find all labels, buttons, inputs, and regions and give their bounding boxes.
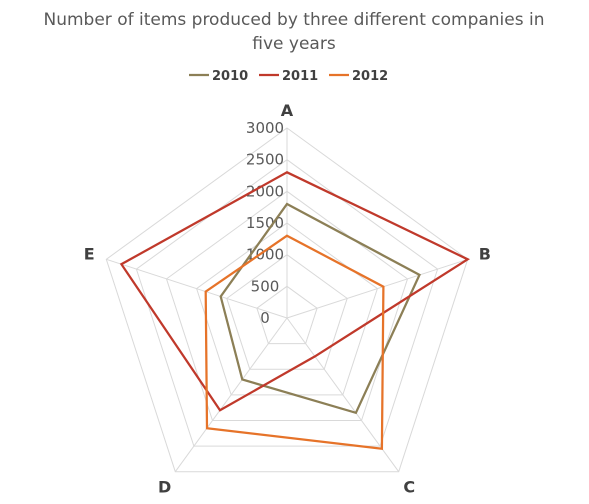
legend-label-2011: 2011 (282, 69, 318, 84)
tick-label-2000: 2000 (246, 182, 284, 200)
category-label-C: C (403, 477, 415, 496)
legend-label-2010: 2010 (212, 69, 248, 84)
category-label-E: E (84, 245, 95, 264)
legend: 2010 2011 2012 (189, 69, 388, 84)
grid-ring-500 (256, 285, 318, 345)
grid-ring-2500 (135, 159, 439, 447)
category-label-D: D (158, 477, 171, 496)
data-series (119, 171, 471, 450)
chart-title-line-1: Number of items produced by three differ… (44, 10, 545, 30)
grid-ring-1500 (196, 222, 378, 396)
category-label-B: B (479, 245, 491, 264)
spoke-C (286, 317, 400, 472)
chart-title-line-2: five years (252, 34, 336, 54)
grid-ring-1000 (226, 254, 348, 370)
radial-axis-ticks: 0 500 1000 1500 2000 2500 3000 (246, 119, 284, 327)
category-label-A: A (281, 101, 294, 120)
spoke-B (286, 258, 468, 319)
tick-label-1500: 1500 (246, 214, 284, 232)
grid-ring-2000 (165, 190, 409, 421)
tick-label-500: 500 (251, 277, 280, 295)
spoke-D (174, 317, 288, 472)
category-labels: A B C D E (84, 101, 491, 496)
grid-ring-3000 (105, 127, 469, 473)
tick-label-0: 0 (260, 309, 270, 327)
series-2011-line (119, 171, 471, 412)
legend-label-2012: 2012 (352, 69, 388, 84)
series-2010-line (219, 202, 421, 415)
radar-grid (105, 127, 469, 473)
series-2012-line (204, 234, 385, 450)
spoke-E (106, 258, 288, 319)
tick-label-2500: 2500 (246, 151, 284, 169)
tick-label-3000: 3000 (246, 119, 284, 137)
tick-label-1000: 1000 (246, 246, 284, 264)
